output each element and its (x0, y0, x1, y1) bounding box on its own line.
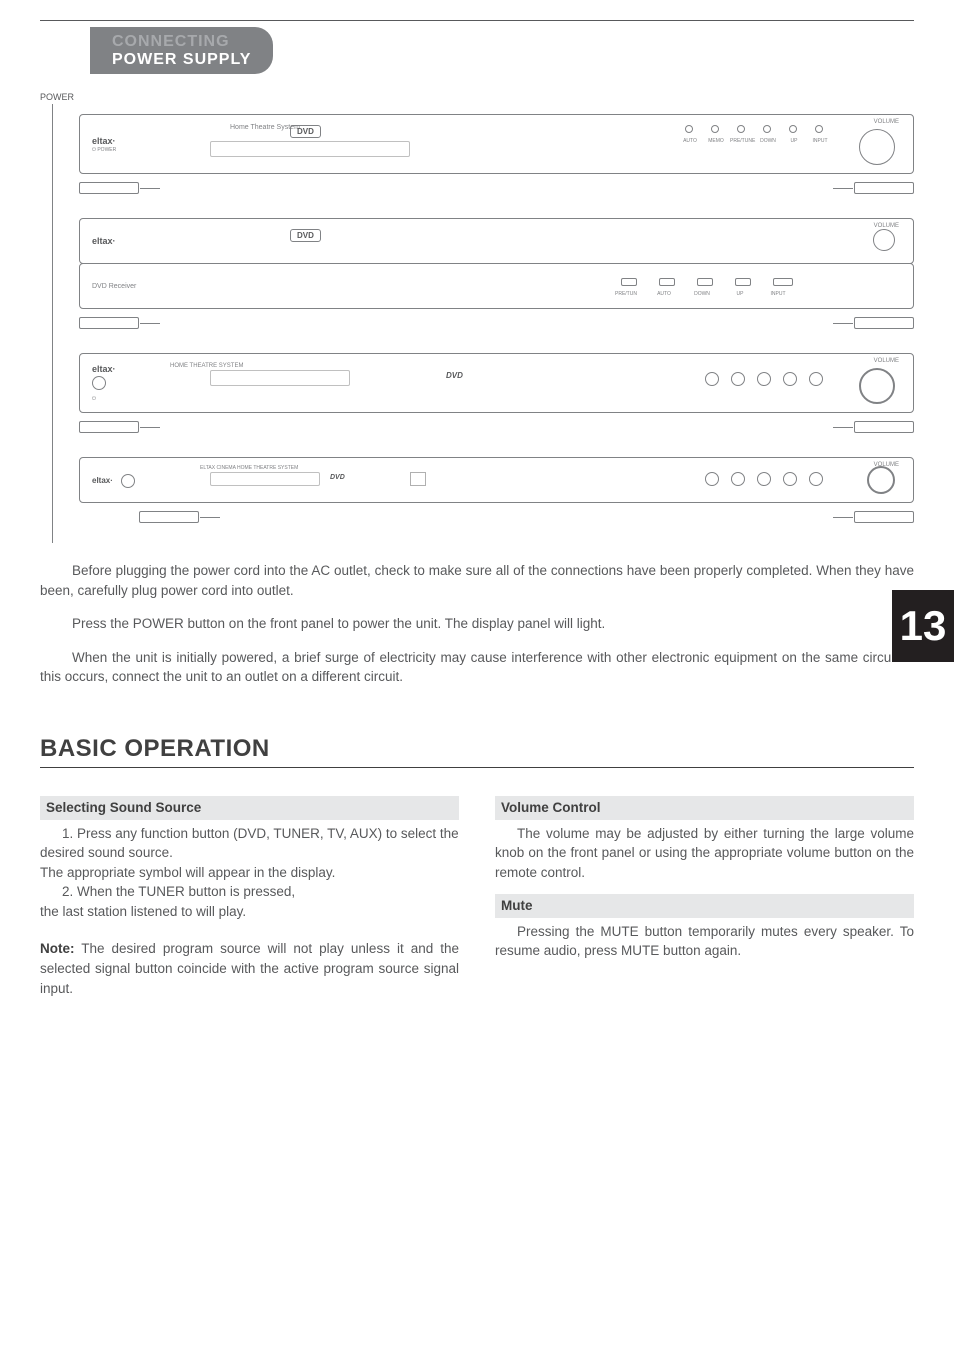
play-icon (731, 372, 745, 386)
right-p2: Pressing the MUTE button temporarily mut… (495, 922, 914, 961)
power-icon-label: ⏻ POWER (92, 147, 116, 153)
dvd-badge-3: DVD (440, 370, 469, 381)
power-label: POWER (40, 92, 914, 102)
device-panel-1: eltax· ⏻ POWER Home Theatre System DVD V… (79, 114, 914, 174)
btn: PRE/TUN (621, 278, 637, 286)
stop-icon (757, 372, 771, 386)
left-note: Note: The desired program source will no… (40, 939, 459, 998)
button-row-1: AUTO MEMO PRE/TUNE DOWN UP INPUT (685, 125, 823, 133)
dvd-badge-4: DVD (330, 474, 345, 481)
brand-2: eltax· (92, 236, 116, 246)
btn: PRE/TUNE (737, 125, 745, 133)
volume-knob-1 (859, 129, 895, 165)
para-1: Before plugging the power cord into the … (40, 561, 914, 600)
btn: UP (735, 278, 751, 286)
left-p2: The appropriate symbol will appear in th… (40, 863, 459, 883)
display-1 (210, 141, 410, 157)
next-icon (809, 372, 823, 386)
btn: INPUT (815, 125, 823, 133)
button-row-2: PRE/TUN AUTO DOWN UP INPUT (621, 278, 793, 286)
btn: AUTO (659, 278, 675, 286)
page-number: 13 (892, 590, 954, 662)
vol-label-1: VOLUME (874, 119, 899, 125)
device-panel-2b: DVD Receiver PRE/TUN AUTO DOWN UP INPUT (79, 263, 914, 309)
basic-operation-heading: BASIC OPERATION (40, 735, 914, 768)
two-column-section: Selecting Sound Source 1. Press any func… (40, 796, 914, 1010)
device-diagram: eltax· ⏻ POWER Home Theatre System DVD V… (52, 104, 914, 543)
brand-4: eltax· (92, 476, 113, 485)
device-panel-3: eltax· ⏻ HOME THEATRE SYSTEM DVD VOLUME (79, 353, 914, 413)
subtitle-3b: HOME THEATRE SYSTEM (170, 363, 243, 369)
control-buttons-3 (705, 372, 823, 386)
brand-3: eltax· (92, 364, 116, 374)
volume-knob-4 (867, 466, 895, 494)
play-icon (757, 472, 771, 486)
btn: MEMO (711, 125, 719, 133)
eject-icon (705, 472, 719, 486)
control-buttons-4 (705, 472, 823, 486)
para-3: When the unit is initially powered, a br… (40, 648, 914, 687)
subhead-mute: Mute (495, 894, 914, 918)
tab-line2: POWER SUPPLY (112, 51, 251, 68)
power-icon (121, 474, 135, 488)
next-icon (783, 472, 797, 486)
right-p1: The volume may be adjusted by either tur… (495, 824, 914, 883)
subtitle-2: DVD Receiver (92, 283, 136, 290)
left-column: Selecting Sound Source 1. Press any func… (40, 796, 459, 1010)
top-rule (40, 20, 914, 21)
body-text: Before plugging the power cord into the … (40, 561, 914, 687)
plug-icon (139, 511, 199, 523)
cable-bar-3 (79, 421, 914, 443)
subtitle-4: ELTAX CINEMA HOME THEATRE SYSTEM (200, 465, 298, 471)
plug-icon (854, 317, 914, 329)
subhead-selecting: Selecting Sound Source (40, 796, 459, 820)
stop-icon (809, 472, 823, 486)
plug-icon (79, 317, 139, 329)
para-2: Press the POWER button on the front pane… (40, 614, 914, 634)
plug-icon (79, 182, 139, 194)
subhead-volume: Volume Control (495, 796, 914, 820)
dvd-badge-2: DVD (290, 229, 321, 242)
cable-bar-2 (79, 317, 914, 339)
volume-knob-3 (859, 368, 895, 404)
section-tab: CONNECTING POWER SUPPLY (90, 27, 273, 74)
prev-icon (731, 472, 745, 486)
plug-icon (854, 182, 914, 194)
plug-icon (79, 421, 139, 433)
cable-bar-4 (79, 511, 914, 533)
slot-4 (410, 472, 426, 486)
btn: INPUT (773, 278, 793, 286)
btn: DOWN (763, 125, 771, 133)
brand-1: eltax· (92, 136, 116, 146)
tab-line1: CONNECTING (112, 33, 230, 50)
right-column: Volume Control The volume may be adjuste… (495, 796, 914, 1010)
device-panel-4: eltax· ELTAX CINEMA HOME THEATRE SYSTEM … (79, 457, 914, 503)
btn: DOWN (697, 278, 713, 286)
left-p4: the last station listened to will play. (40, 902, 459, 922)
eject-icon (705, 372, 719, 386)
subtitle-3: ⏻ (92, 396, 116, 402)
plug-icon (854, 421, 914, 433)
btn: AUTO (685, 125, 693, 133)
left-p3: 2. When the TUNER button is pressed, (40, 882, 459, 902)
btn: UP (789, 125, 797, 133)
display-4 (210, 472, 320, 486)
display-3 (210, 370, 350, 386)
dvd-badge-1: DVD (290, 125, 321, 138)
left-p1: 1. Press any function button (DVD, TUNER… (40, 824, 459, 863)
plug-icon (854, 511, 914, 523)
vol-label-3: VOLUME (874, 358, 899, 364)
power-icon (92, 376, 106, 390)
device-panel-2a: eltax· DVD VOLUME (79, 218, 914, 264)
cable-bar-1 (79, 182, 914, 204)
prev-icon (783, 372, 797, 386)
volume-knob-2 (873, 229, 895, 251)
